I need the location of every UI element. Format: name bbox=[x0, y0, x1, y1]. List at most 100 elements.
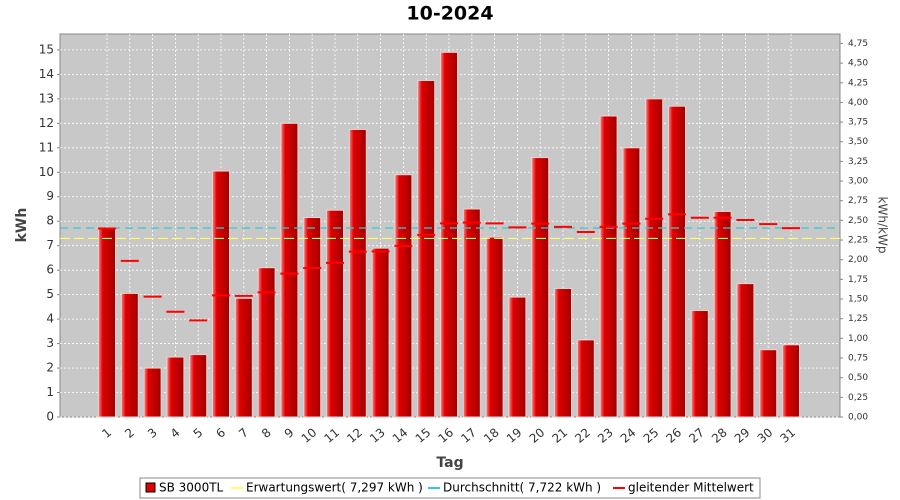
y-tick-label: 5 bbox=[46, 287, 54, 301]
y-tick-label: 4 bbox=[46, 312, 54, 326]
legend-label: Erwartungswert( 7,297 kWh ) bbox=[246, 481, 423, 495]
legend-swatch bbox=[145, 482, 156, 493]
bar bbox=[98, 228, 116, 418]
bar bbox=[759, 349, 778, 418]
bar bbox=[622, 147, 641, 418]
bar bbox=[645, 98, 664, 418]
y2-tick-label: 2,50 bbox=[848, 216, 868, 226]
bar bbox=[576, 339, 595, 418]
x-tick-label: 3 bbox=[145, 425, 160, 441]
y-tick-label: 15 bbox=[39, 42, 54, 56]
x-tick-label: 15 bbox=[413, 425, 434, 446]
bar bbox=[166, 356, 185, 418]
bar bbox=[212, 170, 230, 418]
x-tick-label: 27 bbox=[686, 425, 707, 446]
y-tick-label: 7 bbox=[46, 238, 54, 252]
y2-tick-label: 3,50 bbox=[848, 137, 868, 147]
y2-tick-label: 0,25 bbox=[848, 393, 868, 403]
x-tick-label: 8 bbox=[259, 425, 274, 441]
x-tick-label: 31 bbox=[777, 425, 798, 446]
x-tick-label: 12 bbox=[344, 425, 365, 446]
bar bbox=[668, 105, 686, 418]
bar bbox=[280, 122, 299, 418]
y2-tick-label: 2,00 bbox=[848, 255, 868, 265]
x-tick-label: 7 bbox=[236, 425, 251, 441]
x-tick-label: 6 bbox=[213, 425, 228, 441]
y2-axis-label: kWh/kWp bbox=[876, 197, 890, 254]
x-tick-label: 16 bbox=[435, 425, 456, 446]
bar bbox=[508, 296, 527, 418]
bar bbox=[326, 209, 344, 418]
bar bbox=[234, 297, 253, 418]
bar bbox=[143, 367, 162, 418]
x-tick-label: 9 bbox=[282, 425, 297, 441]
x-tick-label: 13 bbox=[367, 425, 388, 446]
x-tick-label: 14 bbox=[390, 425, 411, 446]
y2-tick-label: 1,50 bbox=[848, 295, 868, 305]
x-tick-label: 25 bbox=[641, 425, 662, 446]
x-tick-label: 2 bbox=[122, 425, 137, 441]
y2-tick-label: 4,75 bbox=[848, 39, 868, 49]
x-tick-label: 19 bbox=[504, 425, 525, 446]
x-tick-label: 10 bbox=[299, 425, 320, 446]
bar bbox=[782, 344, 800, 418]
y2-tick-label: 4,25 bbox=[848, 78, 868, 88]
legend-label: SB 3000TL bbox=[159, 481, 224, 495]
x-tick-label: 22 bbox=[572, 425, 593, 446]
x-tick-label: 24 bbox=[618, 425, 639, 446]
y2-tick-label: 2,75 bbox=[848, 196, 868, 206]
y2-tick-label: 4,50 bbox=[848, 59, 868, 69]
x-tick-label: 30 bbox=[755, 425, 776, 446]
y2-tick-label: 0,50 bbox=[848, 373, 868, 383]
bar bbox=[394, 174, 413, 418]
chart-title: 10-2024 bbox=[406, 3, 493, 25]
x-tick-label: 18 bbox=[481, 425, 502, 446]
bar bbox=[531, 157, 550, 418]
y-tick-label: 14 bbox=[39, 67, 54, 81]
bar bbox=[462, 208, 481, 418]
bar bbox=[690, 310, 709, 418]
y2-tick-label: 3,00 bbox=[848, 177, 868, 187]
y-tick-label: 13 bbox=[39, 91, 54, 105]
x-tick-label: 21 bbox=[549, 425, 570, 446]
x-tick-label: 4 bbox=[168, 425, 183, 441]
y2-tick-label: 1,25 bbox=[848, 314, 868, 324]
y2-tick-label: 1,00 bbox=[848, 334, 868, 344]
y-tick-label: 2 bbox=[46, 361, 54, 375]
bar bbox=[554, 288, 572, 418]
bar bbox=[348, 128, 367, 418]
x-tick-label: 26 bbox=[663, 425, 684, 446]
y-tick-label: 8 bbox=[46, 214, 54, 228]
y2-tick-label: 0,75 bbox=[848, 354, 868, 364]
x-tick-label: 28 bbox=[709, 425, 730, 446]
bar bbox=[120, 292, 139, 418]
y2-tick-label: 1,75 bbox=[848, 275, 868, 285]
x-tick-label: 11 bbox=[321, 425, 342, 446]
x-tick-label: 1 bbox=[99, 425, 114, 441]
bar bbox=[371, 247, 390, 418]
legend-label: Durchschnitt( 7,722 kWh ) bbox=[443, 481, 601, 495]
y-tick-label: 0 bbox=[46, 410, 54, 424]
x-tick-label: 5 bbox=[191, 425, 206, 441]
x-tick-label: 17 bbox=[458, 425, 479, 446]
y2-tick-label: 3,75 bbox=[848, 118, 868, 128]
x-tick-label: 23 bbox=[595, 425, 616, 446]
bar bbox=[257, 267, 276, 418]
bar bbox=[485, 236, 504, 418]
y-tick-label: 11 bbox=[39, 140, 54, 154]
y2-tick-label: 2,25 bbox=[848, 236, 868, 246]
bar bbox=[440, 51, 458, 418]
y-tick-label: 10 bbox=[39, 165, 54, 179]
y-tick-label: 1 bbox=[46, 385, 54, 399]
bar bbox=[599, 115, 618, 418]
y2-tick-label: 0,00 bbox=[848, 413, 868, 423]
y-tick-label: 6 bbox=[46, 263, 54, 277]
y-tick-label: 9 bbox=[46, 189, 54, 203]
bar bbox=[303, 217, 322, 418]
bar bbox=[736, 283, 755, 418]
x-axis-label: Tag bbox=[436, 455, 463, 471]
x-tick-label: 20 bbox=[527, 425, 548, 446]
x-tick-label: 29 bbox=[732, 425, 753, 446]
